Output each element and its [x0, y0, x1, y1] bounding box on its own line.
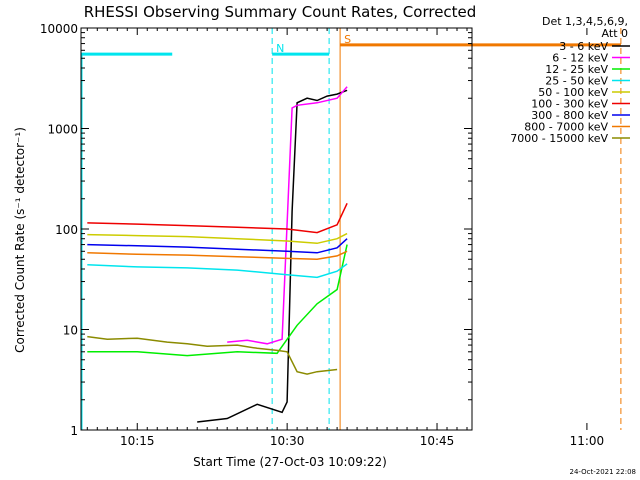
legend-header-line-2: Att 0	[602, 27, 628, 40]
series-line-25-50keV	[87, 263, 348, 279]
legend-label: 50 - 100 keV	[538, 86, 608, 99]
series-line-300-800keV	[87, 238, 348, 254]
chart-title: RHESSI Observing Summary Count Rates, Co…	[84, 3, 477, 21]
ticks-layer: 10:1510:3010:4511:0011:1511:3011:4511010…	[40, 22, 605, 448]
series-line-50-100keV	[87, 232, 348, 245]
series-line-6-12keV	[227, 86, 348, 345]
y-tick-label: 1000	[47, 123, 78, 137]
legend-label: 3 - 6 keV	[559, 40, 608, 53]
y-tick-label: 10	[63, 324, 78, 338]
legend-label: 7000 - 15000 keV	[510, 132, 608, 145]
legend-label: 100 - 300 keV	[531, 98, 608, 111]
legend-label: 800 - 7000 keV	[524, 121, 608, 134]
y-tick-label: 10000	[40, 22, 78, 36]
series-line-3-6keV	[197, 89, 348, 423]
series-layer	[87, 86, 348, 423]
x-tick-label: 10:45	[420, 434, 455, 448]
series-line-7000-15000keV	[87, 335, 338, 375]
series-line-12-25keV	[87, 244, 348, 357]
x-tick-label: 10:15	[120, 434, 155, 448]
y-tick-label: 1	[70, 424, 78, 438]
y-tick-label: 100	[55, 223, 78, 237]
x-tick-label: 11:00	[570, 434, 605, 448]
timestamp: 24-Oct-2021 22:08	[570, 468, 636, 476]
flag-label: N	[276, 42, 284, 55]
y-axis-label: Corrected Count Rate (s⁻¹ detector⁻¹)	[13, 127, 27, 353]
legend-header-line-1: Det 1,3,4,5,6,9,	[542, 15, 628, 28]
legend-label: 25 - 50 keV	[545, 75, 608, 88]
x-tick-label: 10:30	[270, 434, 305, 448]
series-line-800-7000keV	[87, 250, 348, 261]
flag-label: S	[344, 33, 351, 46]
x-axis-label: Start Time (27-Oct-03 10:09:22)	[193, 455, 387, 469]
series-line-100-300keV	[87, 202, 348, 234]
legend-label: 12 - 25 keV	[545, 63, 608, 76]
legend-label: 300 - 800 keV	[531, 109, 608, 122]
legend-label: 6 - 12 keV	[552, 52, 608, 65]
